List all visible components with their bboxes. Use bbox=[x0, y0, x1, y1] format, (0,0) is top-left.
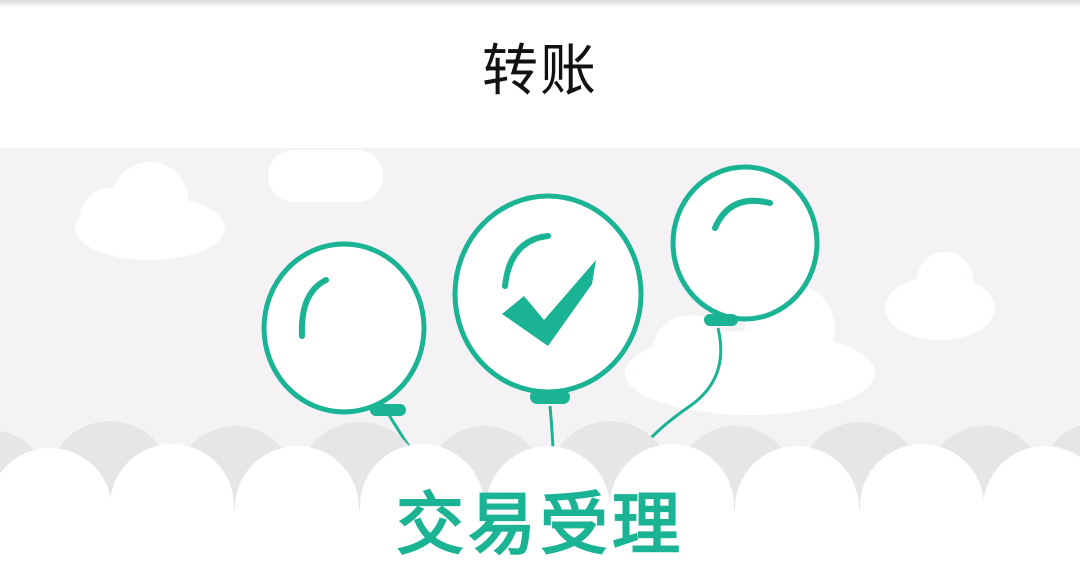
balloon-right bbox=[670, 164, 820, 326]
balloon-center bbox=[452, 193, 644, 404]
page-title: 转账 bbox=[482, 39, 598, 104]
ground-cloud-front bbox=[0, 444, 1080, 586]
checkmark-icon bbox=[502, 260, 596, 346]
title-bar: 转账 bbox=[0, 8, 1080, 148]
cloud-icon bbox=[885, 252, 995, 340]
cloud-icon bbox=[75, 162, 225, 260]
status-text: 交易受理 bbox=[396, 486, 684, 565]
balloon-left bbox=[261, 241, 427, 416]
success-illustration: 交易受理 bbox=[0, 148, 1080, 586]
status-bar-shadow bbox=[0, 0, 1080, 8]
cloud-icon bbox=[268, 150, 383, 202]
balloon-string bbox=[548, 405, 555, 449]
